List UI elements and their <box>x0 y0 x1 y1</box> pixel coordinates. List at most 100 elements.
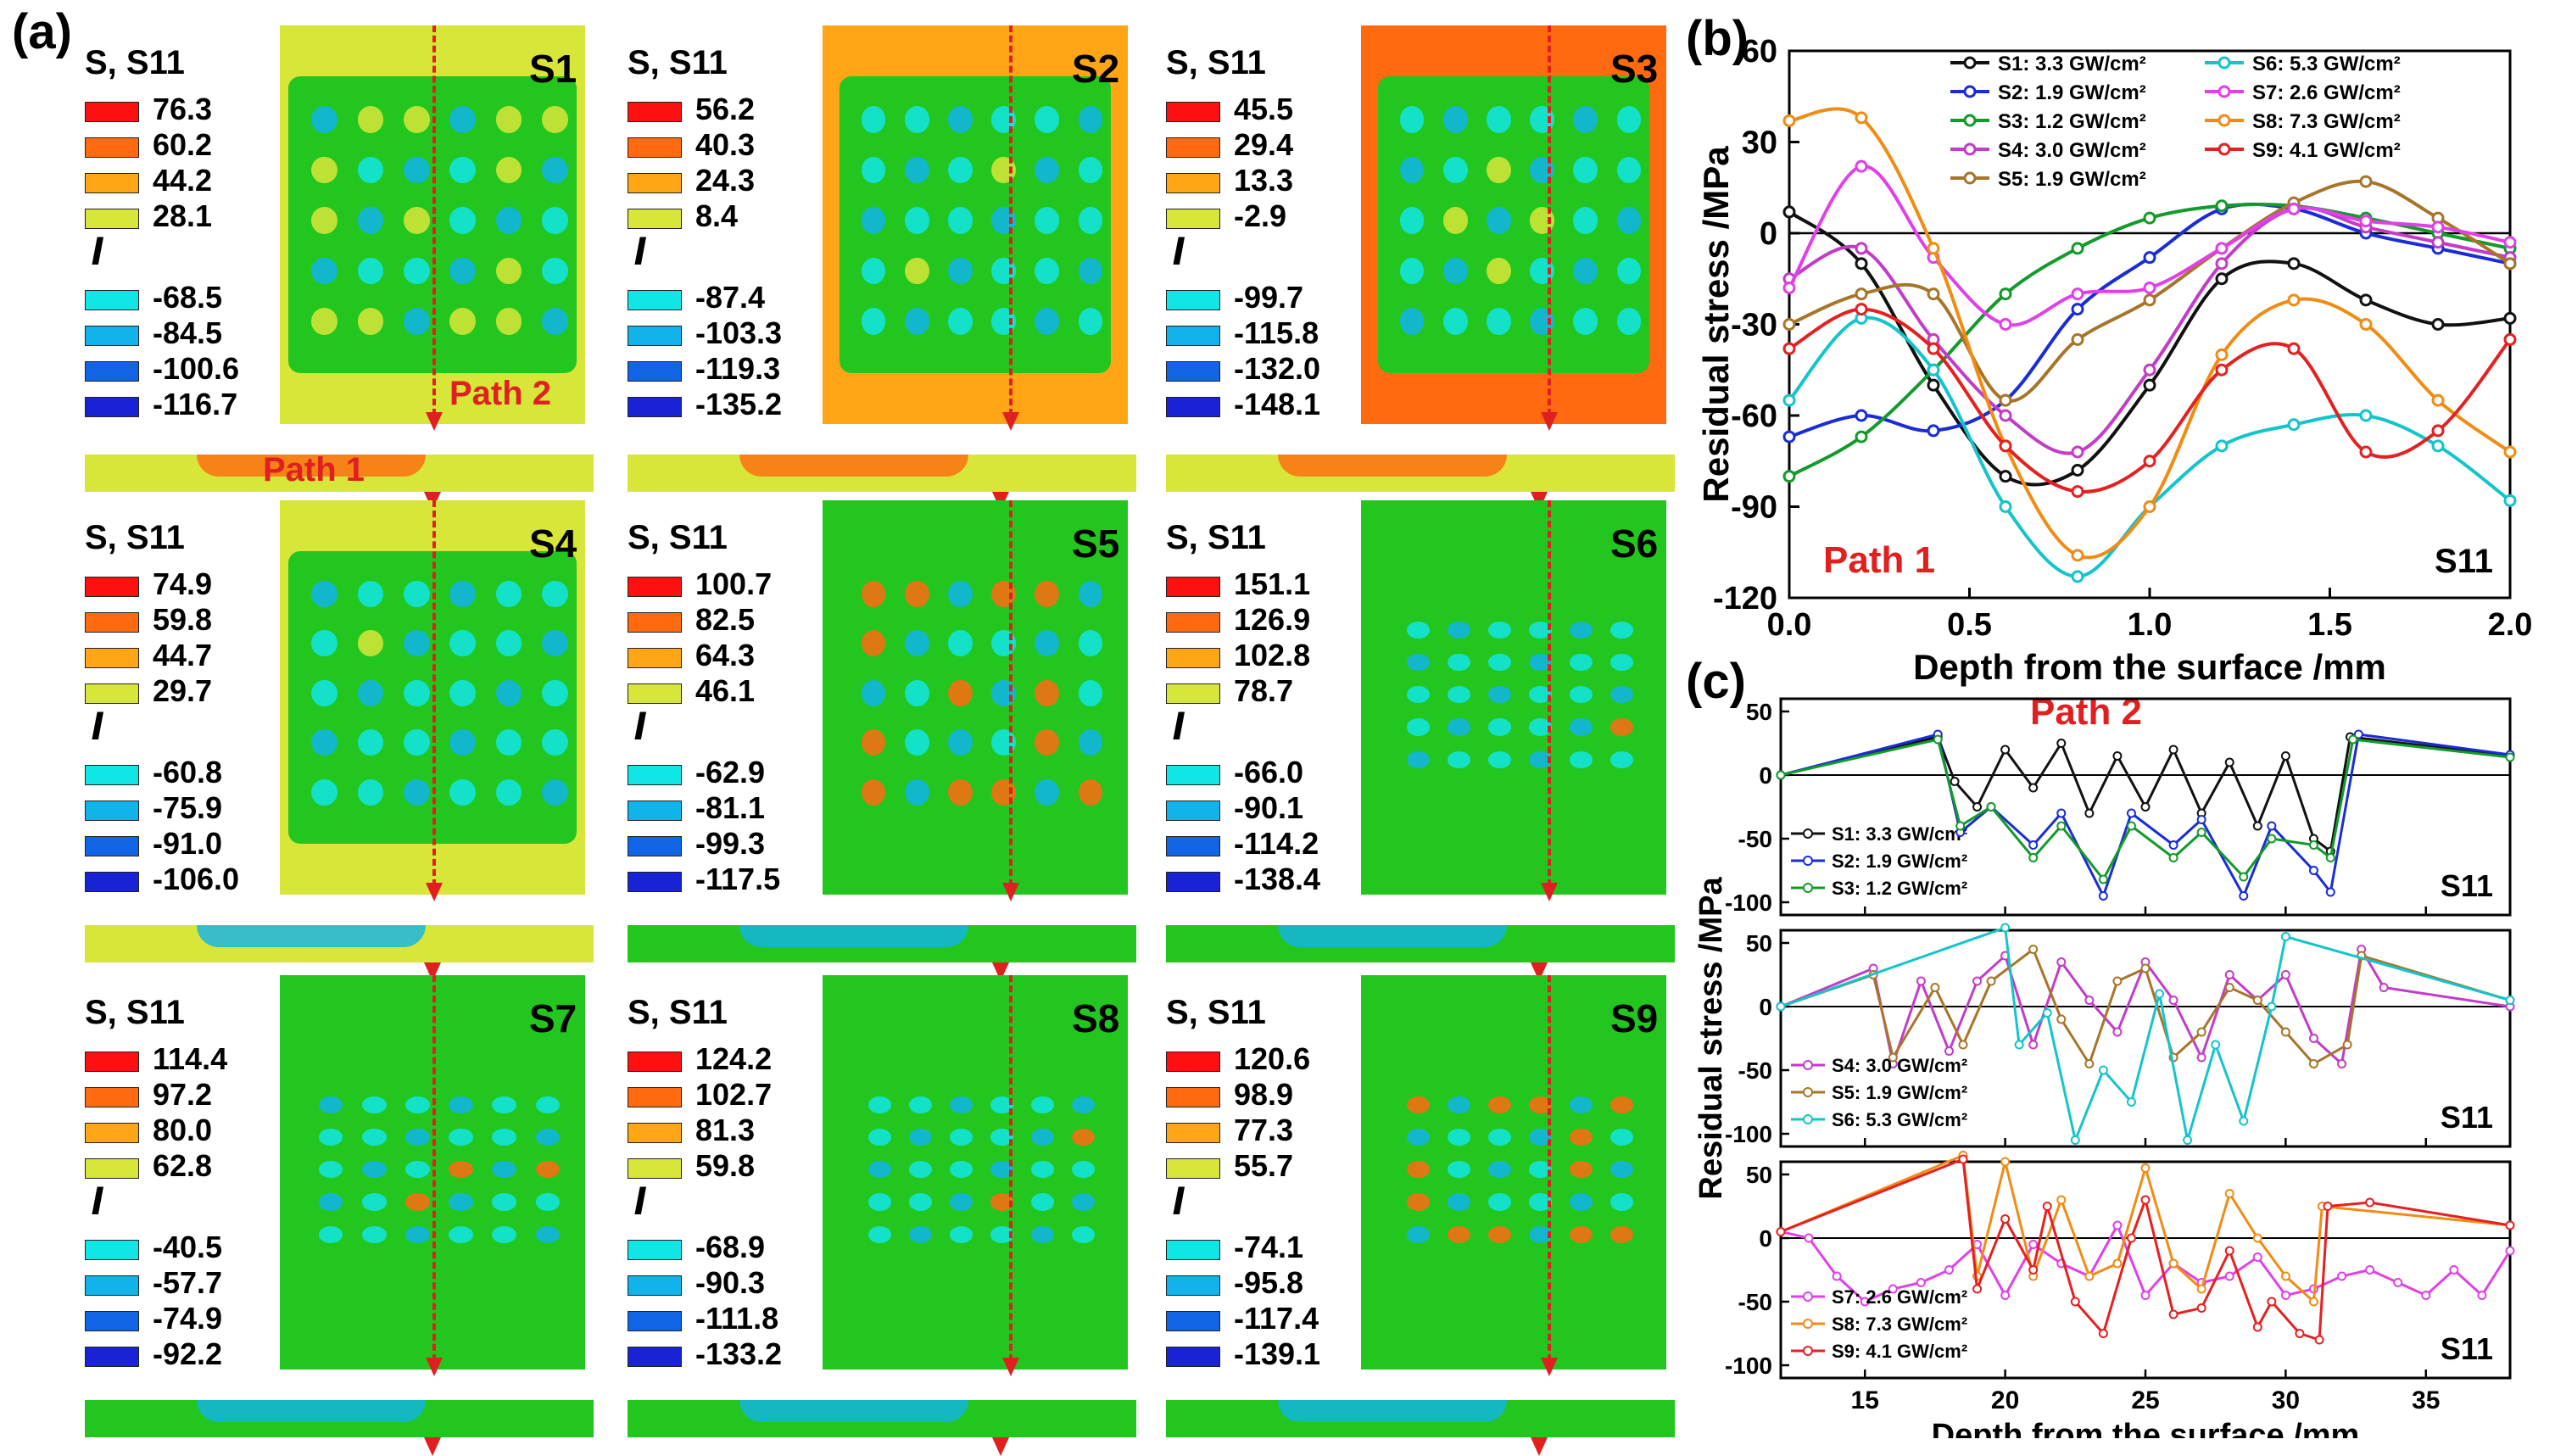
legend-value: 82.5 <box>695 602 756 637</box>
legend-swatch-pos <box>1166 209 1220 229</box>
contour-map <box>823 25 1128 424</box>
data-point <box>2126 821 2136 831</box>
data-point <box>2359 175 2373 188</box>
legend-value: 98.9 <box>1234 1077 1294 1112</box>
legend-value: -81.1 <box>695 790 766 825</box>
data-point <box>2168 1258 2178 1269</box>
data-point <box>2071 287 2084 301</box>
stress-blob <box>449 729 476 756</box>
stress-blob <box>1035 156 1060 183</box>
legend-swatch-pos <box>1166 137 1220 158</box>
stress-blob <box>357 207 384 234</box>
stress-blob <box>357 729 384 756</box>
stress-blob <box>318 1096 343 1113</box>
legend-swatch-pos <box>628 1087 682 1107</box>
legend-value: -91.0 <box>153 826 223 861</box>
stress-blob <box>1035 630 1060 657</box>
data-point <box>2337 1271 2347 1281</box>
legend-value: -87.4 <box>695 280 766 315</box>
data-point <box>2431 236 2445 249</box>
y-axis-label: Residual stress /MPa <box>1696 146 1736 503</box>
stress-blob <box>1570 1128 1593 1146</box>
stress-blob <box>904 106 929 133</box>
legend-value: 56.2 <box>695 92 756 126</box>
cross-section-strip <box>628 1400 1136 1437</box>
x-tick-label: 15 <box>1851 1386 1879 1414</box>
legend-swatch-pos <box>85 137 139 158</box>
series-line <box>1780 733 2511 900</box>
path-annotation: Path 1 <box>1823 539 1935 581</box>
cross-section-strip <box>85 925 594 962</box>
data-point <box>1999 500 2012 513</box>
data-point <box>2126 1233 2136 1243</box>
stress-blob <box>361 1161 387 1179</box>
legend-swatch-pos <box>85 1052 139 1072</box>
legend-marker <box>1963 56 1977 70</box>
stress-blob <box>404 630 430 657</box>
chart-c: Path 2 50 0 -50 -100 S11 S1: 3.3 GW/cm² S2: 1.9… <box>1693 691 2515 1438</box>
data-point <box>2028 1265 2039 1275</box>
stress-blob <box>357 779 384 806</box>
stress-blob <box>948 156 973 183</box>
stress-blob <box>1570 686 1593 704</box>
y-tick-label: 0 <box>1759 762 1772 789</box>
legend-value: -68.9 <box>695 1230 766 1264</box>
legend-value: 114.4 <box>153 1041 228 1076</box>
x-axis-label: Depth from the surface /mm <box>1913 647 2386 687</box>
break-mark-icon: // <box>634 231 648 272</box>
stress-blob <box>861 630 886 657</box>
stress-blob <box>449 1193 473 1211</box>
stress-blob <box>950 1128 973 1146</box>
legend-value: 24.3 <box>695 163 756 198</box>
data-point <box>2143 455 2156 468</box>
legend-value: -74.9 <box>153 1301 223 1336</box>
legend-value: -117.5 <box>695 862 781 896</box>
stress-blob <box>868 1096 891 1113</box>
legend-value: 81.3 <box>695 1113 756 1147</box>
path-arrow-icon <box>1541 412 1558 431</box>
data-point <box>2215 257 2229 271</box>
legend-swatch-neg <box>85 1311 139 1331</box>
legend-swatch-neg <box>85 361 139 382</box>
strip-band <box>197 1400 426 1423</box>
data-point <box>1950 777 1960 786</box>
stress-blob <box>1570 718 1593 736</box>
x-tick-label: 0.5 <box>1947 607 1992 643</box>
legend-value: -111.8 <box>695 1301 779 1336</box>
stress-blob <box>1442 207 1468 234</box>
legend-swatch-pos <box>628 683 682 704</box>
legend-value: -115.8 <box>1234 315 1319 350</box>
y-tick-label: -50 <box>1738 1057 1772 1084</box>
y-axis-label: Residual stress /MPa <box>1693 877 1729 1200</box>
legend-value: 80.0 <box>153 1113 213 1147</box>
stress-blob <box>535 1161 561 1179</box>
stress-blob <box>1610 1161 1633 1179</box>
data-point <box>1927 342 1940 355</box>
data-point <box>2168 1309 2178 1319</box>
legend-value: -57.7 <box>153 1265 223 1300</box>
stress-blob <box>1529 653 1552 671</box>
legend-swatch-pos <box>85 612 139 633</box>
data-point <box>2379 983 2389 992</box>
data-point <box>2056 957 2067 967</box>
stress-blob <box>1078 106 1103 133</box>
path-arrow-icon <box>1002 1358 1019 1376</box>
data-point <box>2365 1265 2375 1275</box>
data-point <box>2280 1027 2290 1037</box>
stress-blob <box>449 1128 473 1146</box>
stress-blob <box>868 1128 891 1146</box>
legend-marker <box>1803 828 1813 839</box>
data-point <box>2098 891 2108 901</box>
break-mark-icon: // <box>92 1180 105 1222</box>
legend-title: S, S11 <box>85 519 185 556</box>
data-point <box>1782 393 1796 407</box>
path-2-dashed-line <box>1009 500 1013 886</box>
legend-value: 151.1 <box>1234 566 1311 601</box>
data-point <box>2224 1246 2234 1256</box>
stress-blob <box>449 779 476 806</box>
legend-value: 59.8 <box>153 602 213 637</box>
y-tick-label: -60 <box>1731 399 1777 434</box>
stress-blob <box>1031 1128 1054 1146</box>
contour-core <box>1386 1077 1641 1268</box>
stress-blob <box>1610 750 1633 768</box>
